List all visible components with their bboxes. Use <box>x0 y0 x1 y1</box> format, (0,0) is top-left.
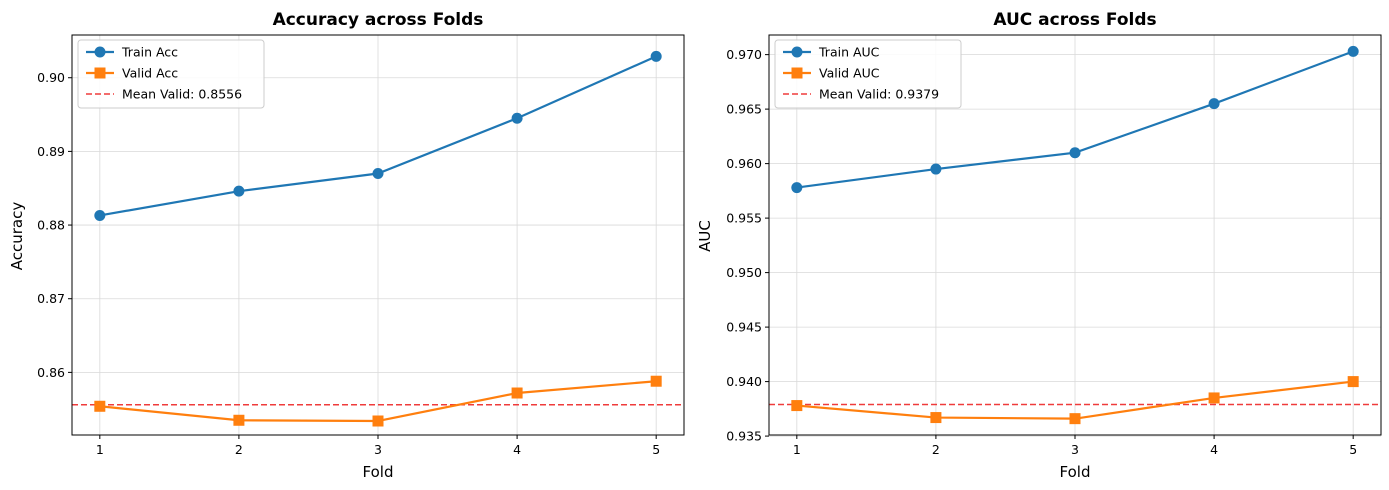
legend-item-valid: Valid Acc <box>86 66 178 81</box>
legend-marker <box>94 46 106 58</box>
legend-box <box>77 39 265 109</box>
legend-item-mean: Mean Valid: 0.9379 <box>783 87 939 102</box>
legend-label: Train Acc <box>121 45 178 60</box>
data-point <box>930 163 942 175</box>
y-tick-label: 0.970 <box>726 47 762 62</box>
legend-item-mean: Mean Valid: 0.8556 <box>86 87 242 102</box>
x-tick-label: 3 <box>374 442 382 457</box>
y-tick-label: 0.950 <box>726 265 762 280</box>
y-axis-label: AUC <box>696 220 714 252</box>
y-tick-label: 0.88 <box>37 218 65 233</box>
legend-item-train: Train Acc <box>86 45 178 60</box>
data-point <box>372 415 384 427</box>
data-point <box>372 167 384 179</box>
x-axis-label: Fold <box>1060 463 1091 481</box>
data-point <box>233 414 245 426</box>
series-train <box>791 45 1359 194</box>
legend: Train AUC Valid AUC Mean Valid: 0.9379 <box>774 39 962 109</box>
data-point <box>233 185 245 197</box>
data-point <box>1208 98 1220 110</box>
data-point <box>511 387 523 399</box>
chart-title: Accuracy across Folds <box>273 10 484 30</box>
x-axis-label: Fold <box>363 463 394 481</box>
auc-chart-panel: AUC across Folds Fold AUC 1 2 3 4 5 0.935 0.94… <box>696 10 1382 481</box>
y-tick-label: 0.90 <box>37 70 65 85</box>
legend-marker <box>791 67 803 79</box>
chart-title: AUC across Folds <box>993 10 1156 30</box>
series-valid <box>94 375 662 427</box>
legend-marker <box>791 46 803 58</box>
legend: Train Acc Valid Acc Mean Valid: 0.8556 <box>77 39 265 109</box>
x-tick-label: 2 <box>932 442 940 457</box>
data-point <box>791 400 803 412</box>
y-tick-label: 0.955 <box>726 211 762 226</box>
data-point <box>1069 147 1081 159</box>
y-tick-label: 0.89 <box>37 144 65 159</box>
data-point <box>1347 376 1359 388</box>
data-point <box>1347 45 1359 57</box>
accuracy-chart-panel: Accuracy across Folds Fold Accuracy 1 2 3 4… <box>8 10 685 481</box>
grid <box>769 35 1381 437</box>
x-tick-label: 3 <box>1071 442 1079 457</box>
data-point <box>1069 413 1081 425</box>
grid <box>72 35 684 435</box>
x-tick-label: 1 <box>793 442 801 457</box>
x-tick-label: 1 <box>96 442 104 457</box>
data-point <box>94 400 106 412</box>
y-tick-label: 0.940 <box>726 374 762 389</box>
y-tick-label: 0.87 <box>37 291 65 306</box>
legend-label: Train AUC <box>818 45 880 60</box>
legend-label: Valid Acc <box>122 66 178 81</box>
series-train <box>94 50 662 221</box>
y-tick-label: 0.935 <box>726 429 762 444</box>
legend-marker <box>94 67 106 79</box>
x-tick-label: 5 <box>652 442 660 457</box>
x-tick-label: 4 <box>1210 442 1218 457</box>
x-tick-label: 4 <box>513 442 521 457</box>
data-point <box>94 209 106 221</box>
data-point <box>650 375 662 387</box>
legend-box <box>774 39 962 109</box>
y-tick-label: 0.960 <box>726 156 762 171</box>
y-axis-label: Accuracy <box>8 202 26 271</box>
y-tick-label: 0.945 <box>726 320 762 335</box>
data-point <box>511 112 523 124</box>
legend-item-valid: Valid AUC <box>783 66 880 81</box>
legend-label: Valid AUC <box>819 66 880 81</box>
y-tick-label: 0.86 <box>37 365 65 380</box>
x-tick-label: 2 <box>235 442 243 457</box>
data-point <box>930 412 942 424</box>
legend-label: Mean Valid: 0.8556 <box>122 87 242 102</box>
x-tick-label: 5 <box>1349 442 1357 457</box>
legend-item-train: Train AUC <box>783 45 880 60</box>
series-valid <box>791 376 1359 425</box>
legend-label: Mean Valid: 0.9379 <box>819 87 939 102</box>
data-point <box>791 182 803 194</box>
data-point <box>650 50 662 62</box>
y-tick-label: 0.965 <box>726 102 762 117</box>
data-point <box>1208 392 1220 404</box>
